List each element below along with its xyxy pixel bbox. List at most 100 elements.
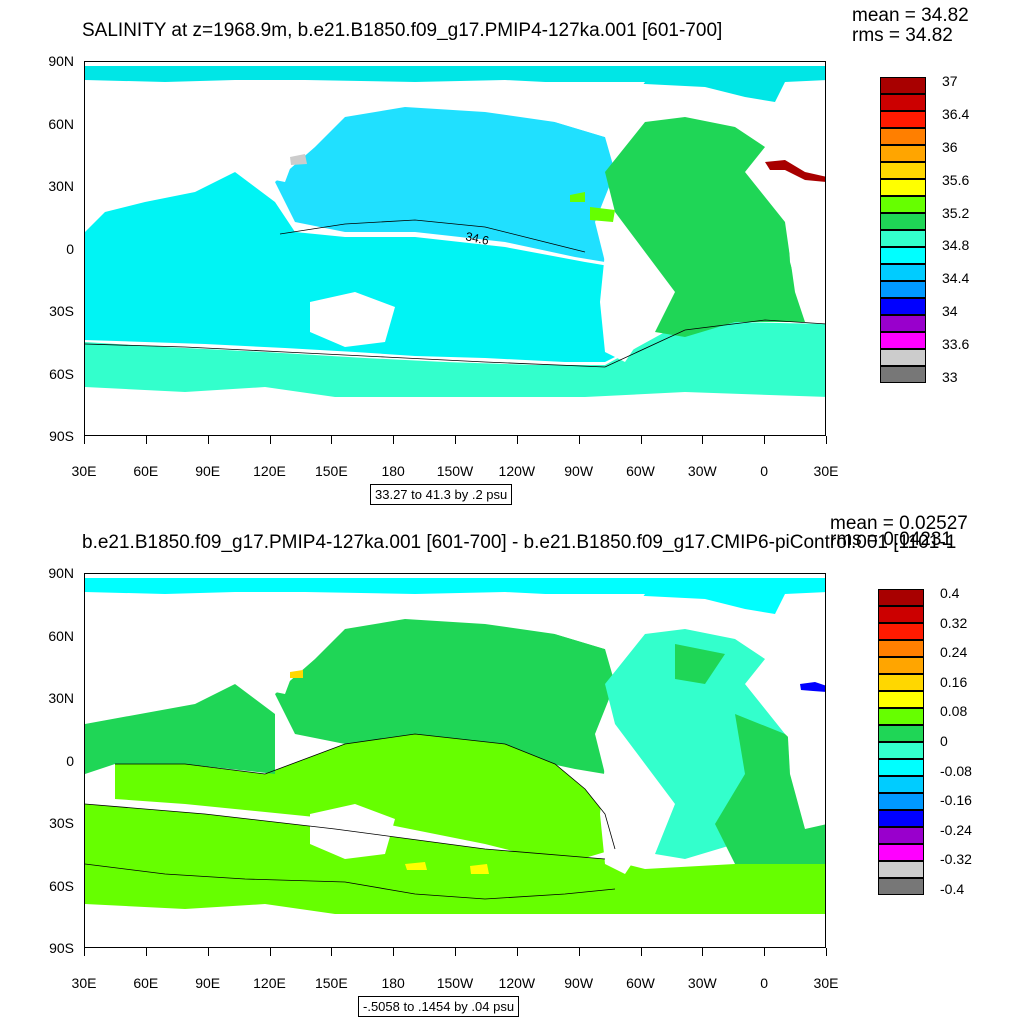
lat-tick-label: 60N <box>48 115 74 132</box>
lon-tick-label: 150E <box>314 975 348 991</box>
north-atlantic-patch <box>675 644 725 684</box>
lon-tick <box>393 948 395 956</box>
lon-tick-label: 30E <box>813 463 839 479</box>
caribbean-patch <box>570 192 585 202</box>
lon-tick <box>702 436 704 444</box>
salinity-panel: SALINITY at z=1968.9m, b.e21.B1850.f09_g… <box>48 6 970 505</box>
colorbar-label: 0.24 <box>940 644 968 661</box>
contour-34-6 <box>279 219 586 253</box>
lat-tick-label: 0 <box>66 752 74 769</box>
colorbar-label: -0.4 <box>940 881 965 897</box>
colorbar-label: 37 <box>942 73 958 89</box>
mediterranean-high-salinity <box>765 160 825 182</box>
colorbar-label: 34 <box>942 303 958 320</box>
arctic-ocean <box>85 66 825 102</box>
range-label: 33.27 to 41.3 by .2 psu <box>370 484 513 505</box>
lon-tick-label: 30W <box>687 463 717 479</box>
colorbar-label: 0.32 <box>940 614 968 631</box>
lon-tick <box>764 948 766 956</box>
lon-tick <box>393 436 395 444</box>
colorbar-swatch <box>880 213 926 230</box>
lat-tick-label: 60S <box>49 365 74 382</box>
indian-ocean <box>85 172 625 362</box>
lon-tick-label: 120E <box>253 463 286 479</box>
lat-tick-label: 90N <box>48 53 74 69</box>
lon-tick-label: 90W <box>564 975 594 991</box>
lon-tick <box>207 948 209 956</box>
lat-tick-label: 90S <box>49 940 74 956</box>
lon-tick-label: 90E <box>195 975 221 991</box>
lon-tick-label: 0 <box>760 463 769 479</box>
yellow-patch-1 <box>405 862 427 870</box>
colorbar-swatch <box>878 674 924 691</box>
lon-tick-label: 60W <box>626 463 655 479</box>
pacific-ocean <box>275 619 615 774</box>
colorbar-swatch <box>880 281 926 298</box>
colorbar-label: 0.16 <box>940 673 968 690</box>
lon-tick-label: 180 <box>381 463 405 479</box>
colorbar-swatch <box>878 776 924 793</box>
africa-land <box>785 684 825 829</box>
lon-tick <box>331 948 333 956</box>
rms-stat: rms = 34.82 <box>852 25 953 46</box>
gray-patch <box>290 154 307 165</box>
lon-tick <box>331 436 333 444</box>
colorbar-swatch <box>878 640 924 657</box>
lon-tick <box>269 436 271 444</box>
colorbar-swatch <box>880 366 926 383</box>
south-america-land <box>600 764 665 874</box>
colorbar-label: -0.24 <box>940 821 972 838</box>
lon-tick <box>145 436 147 444</box>
colorbar-swatch <box>880 332 926 349</box>
colorbar-swatch <box>880 264 926 281</box>
colorbar-swatch <box>880 111 926 128</box>
lat-tick-label: 60N <box>48 627 74 644</box>
gulf-patch <box>590 207 615 222</box>
colorbar-swatch <box>878 742 924 759</box>
colorbar-label: 0.08 <box>940 703 968 720</box>
lon-tick-label: 150W <box>436 463 474 479</box>
colorbar-swatch <box>880 298 926 315</box>
lon-tick <box>207 436 209 444</box>
mediterranean-low-salinity <box>800 682 825 692</box>
southern-ocean <box>85 322 825 407</box>
colorbar-swatch <box>878 759 924 776</box>
contour-south <box>85 319 825 368</box>
lon-tick-label: 90E <box>195 463 221 479</box>
orange-patch <box>290 670 303 678</box>
contour-lines <box>85 733 616 900</box>
yellow-patch-2 <box>470 864 489 874</box>
lon-tick <box>269 948 271 956</box>
atlantic-ocean <box>605 117 805 337</box>
colorbar-swatch <box>878 861 924 878</box>
australia-land <box>310 292 395 347</box>
lon-tick-label: 30W <box>687 975 717 991</box>
colorbar-swatch <box>878 623 924 640</box>
lon-tick <box>702 948 704 956</box>
lon-tick <box>455 948 456 956</box>
lon-tick <box>640 436 642 444</box>
lon-tick-label: 30E <box>71 975 97 991</box>
difference-map-graphic <box>85 578 825 947</box>
colorbar-label: 34.8 <box>942 237 970 254</box>
lon-tick-label: 150W <box>436 975 474 991</box>
colorbar-label: -0.32 <box>940 851 972 868</box>
colorbar-swatch <box>880 179 926 196</box>
colorbar-swatch <box>880 196 926 213</box>
colorbar-swatch <box>880 247 926 264</box>
colorbar-swatch <box>878 691 924 708</box>
lat-tick-label: 30N <box>48 690 74 706</box>
colorbar-label: 35.6 <box>942 171 970 188</box>
colorbar-label: -0.08 <box>940 762 972 779</box>
mean-stat: mean = 0.02527 <box>830 513 968 534</box>
colorbar-swatch <box>880 230 926 247</box>
antarctica-land <box>85 914 825 947</box>
north-america-land <box>485 82 645 137</box>
lon-tick-label: 60E <box>133 463 159 479</box>
colorbar-swatch <box>880 349 926 366</box>
arctic-ocean <box>85 578 825 614</box>
antarctica-land <box>85 397 825 435</box>
range-label: -.5058 to .1454 by .04 psu <box>358 996 520 1017</box>
colorbar-swatch <box>878 793 924 810</box>
indian-ocean <box>85 684 275 774</box>
